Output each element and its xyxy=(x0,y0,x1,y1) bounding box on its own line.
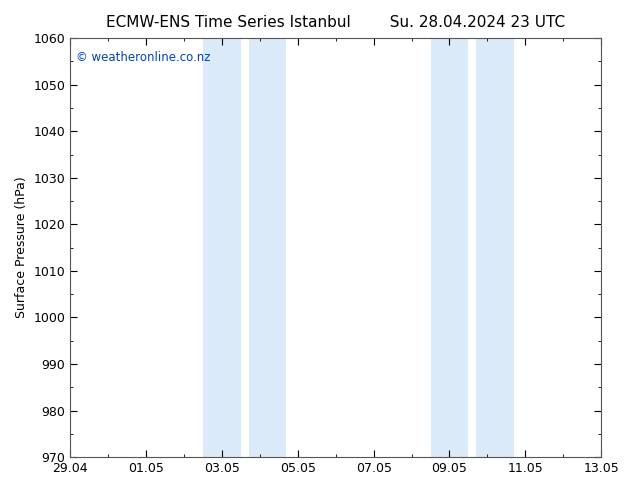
Bar xyxy=(476,38,514,457)
Title: ECMW-ENS Time Series Istanbul        Su. 28.04.2024 23 UTC: ECMW-ENS Time Series Istanbul Su. 28.04.… xyxy=(106,15,566,30)
Y-axis label: Surface Pressure (hPa): Surface Pressure (hPa) xyxy=(15,177,28,318)
Bar xyxy=(203,38,241,457)
Bar xyxy=(249,38,287,457)
Bar xyxy=(430,38,469,457)
Text: © weatheronline.co.nz: © weatheronline.co.nz xyxy=(75,50,210,64)
